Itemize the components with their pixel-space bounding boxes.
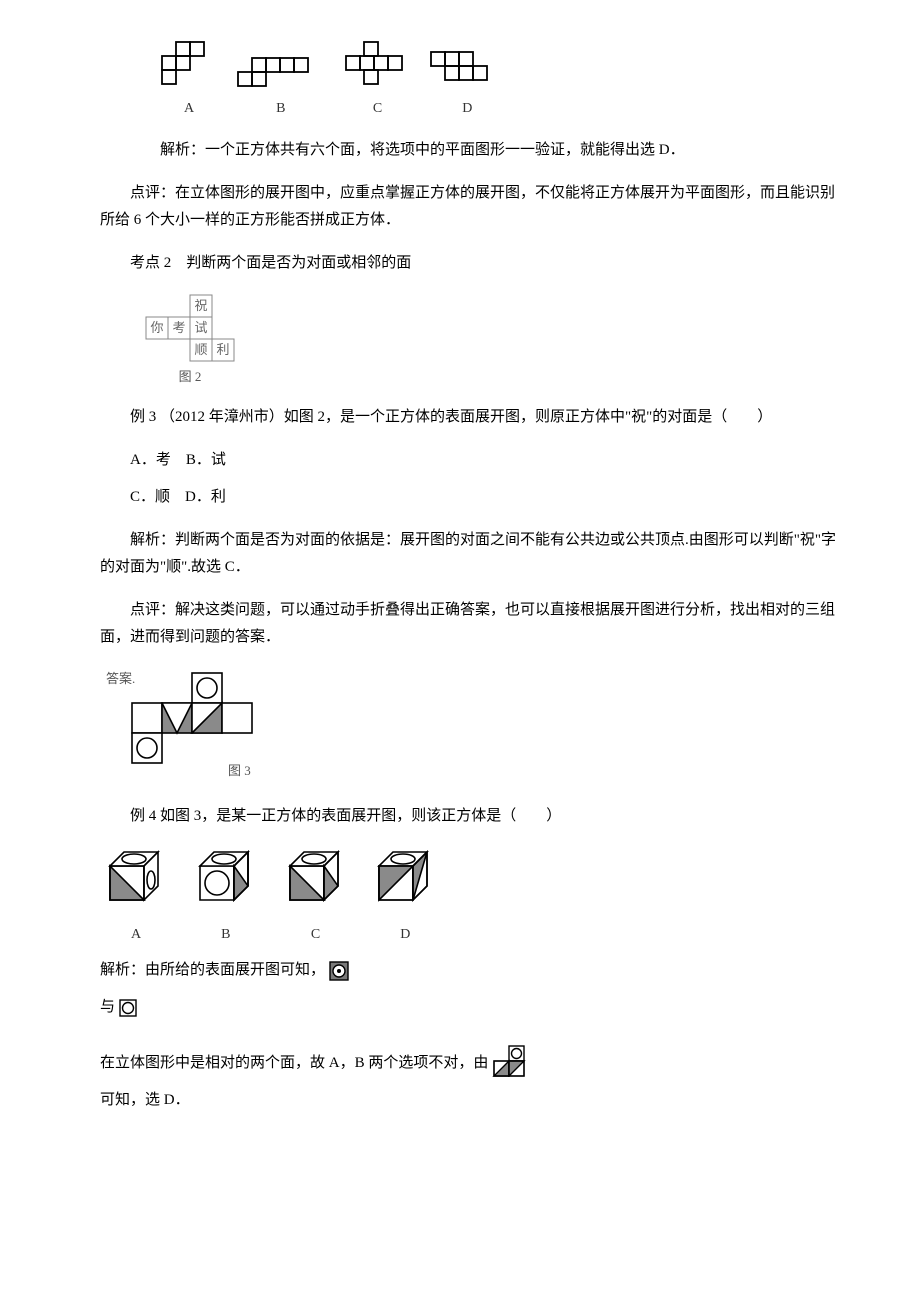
cube-a: A	[100, 846, 172, 947]
net2-char-shun: 顺	[194, 342, 207, 357]
analysis-1: 解析：一个正方体共有六个面，将选项中的平面图形一一验证，就能得出选 D．	[100, 137, 840, 164]
cube-d: D	[369, 846, 441, 947]
net2-char-zhu: 祝	[194, 298, 207, 313]
cube-c: C	[280, 846, 352, 947]
option-b-figure: B	[236, 48, 326, 121]
analysis-4c: 在立体图形中是相对的两个面，故 A，B 两个选项不对，由	[100, 1045, 840, 1077]
example-4: 例 4 如图 3，是某一正方体的表面展开图，则该正方体是（ ）	[100, 803, 840, 830]
options-row-2: C．顺 D．利	[100, 484, 840, 511]
net2-char-ni: 你	[150, 320, 163, 335]
option-c-label: C	[344, 96, 412, 121]
net2-char-li: 利	[216, 342, 229, 357]
figure-3-caption: 图 3	[228, 763, 251, 778]
cube-d-label: D	[369, 922, 441, 947]
net2-char-kao: 考	[172, 320, 185, 335]
option-a-label: A	[160, 96, 218, 121]
analysis-4a: 解析：由所给的表面展开图可知，	[100, 957, 840, 984]
option-d-label: D	[429, 96, 505, 121]
analysis-4b: 与	[100, 994, 840, 1021]
option-d-figure: D	[429, 44, 505, 121]
options-row-1: A．考 B．试	[100, 447, 840, 474]
cube-b-label: B	[190, 922, 262, 947]
figure-2: 祝 你 考 试 顺 利 图 2	[140, 293, 840, 388]
section-2-title: 考点 2 判断两个面是否为对面或相邻的面	[100, 250, 840, 277]
analysis-4d: 可知，选 D．	[100, 1087, 840, 1114]
cube-c-label: C	[280, 922, 352, 947]
example-3: 例 3 （2012 年漳州市）如图 2，是一个正方体的表面展开图，则原正方体中"…	[100, 404, 840, 431]
option-b-label: B	[236, 96, 326, 121]
option-a-figure: A	[160, 40, 218, 121]
net2-char-shi: 试	[194, 320, 207, 335]
comment-1: 点评：在立体图形的展开图中，应重点掌握正方体的展开图，不仅能将正方体展开为平面图…	[100, 180, 840, 234]
circle-square-icon-light	[119, 999, 137, 1017]
figure-3: 答案. 图 3	[100, 667, 840, 787]
option-c-figure: C	[344, 40, 412, 121]
figure-4: A B	[100, 846, 840, 947]
two-square-icon	[492, 1045, 526, 1077]
cube-b: B	[190, 846, 262, 947]
comment-3: 点评：解决这类问题，可以通过动手折叠得出正确答案，也可以直接根据展开图进行分析，…	[100, 597, 840, 651]
analysis-3: 解析：判断两个面是否为对面的依据是：展开图的对面之间不能有公共边或公共顶点.由图…	[100, 527, 840, 581]
answer-label: 答案.	[106, 671, 135, 686]
figure-2-caption: 图 2	[179, 369, 202, 384]
figure-1: A B C	[160, 40, 840, 121]
cube-a-label: A	[100, 922, 172, 947]
circle-square-icon-dark	[329, 961, 349, 981]
